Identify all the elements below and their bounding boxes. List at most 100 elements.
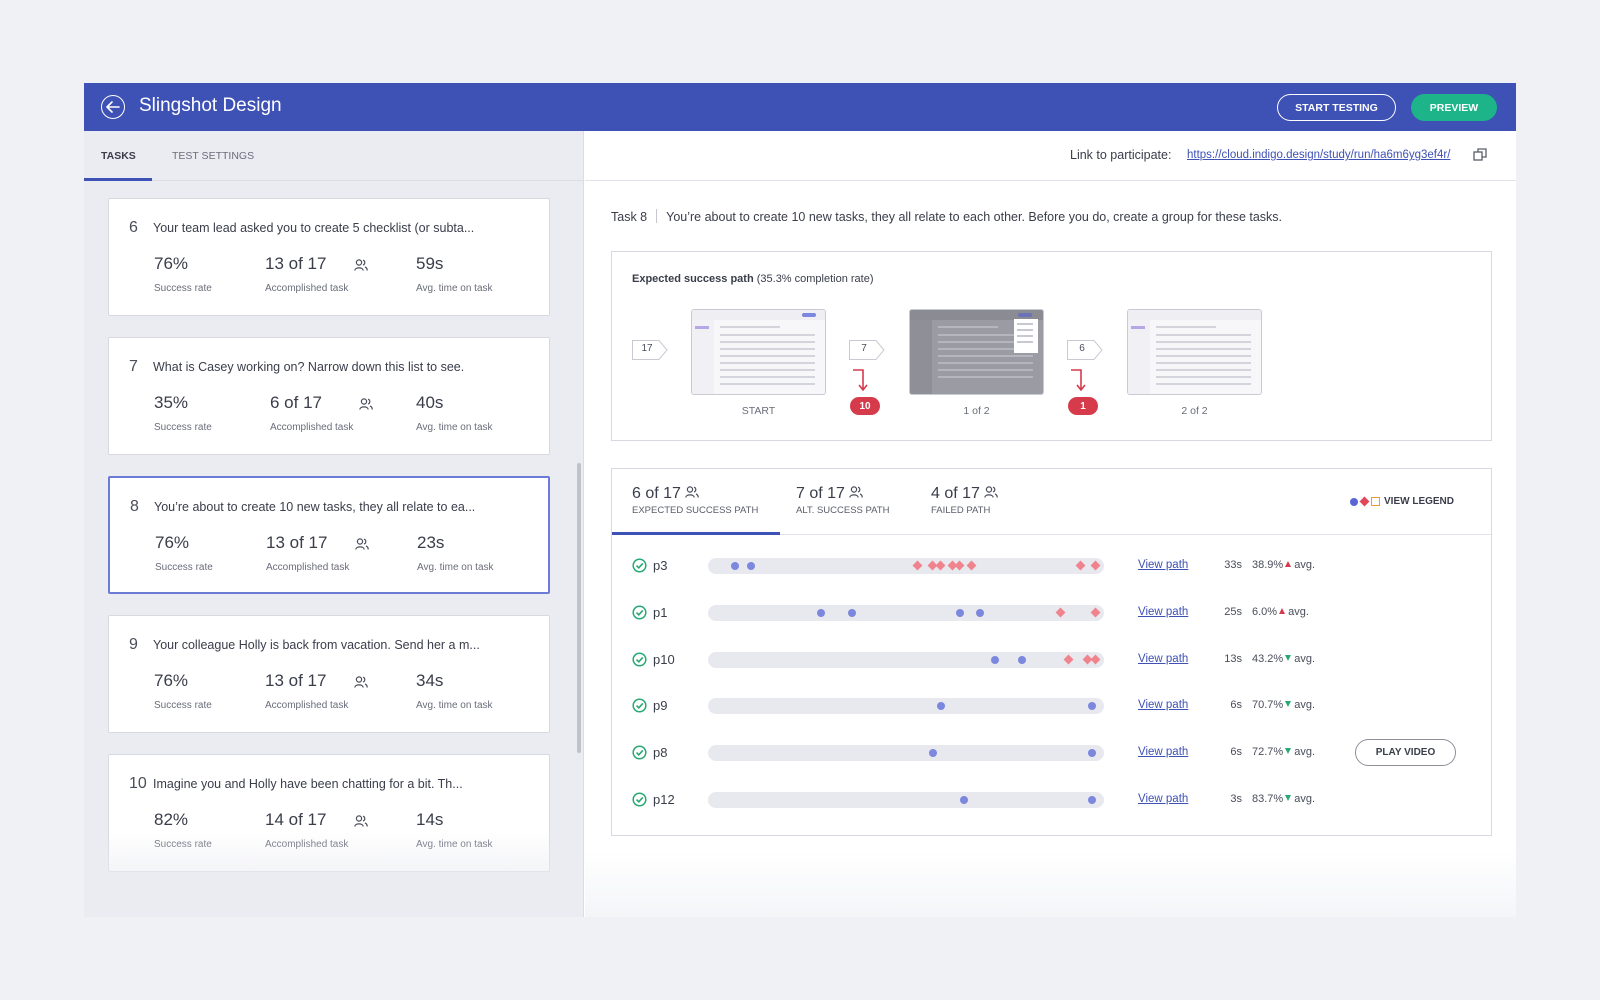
task-title: Your colleague Holly is back from vacati…	[153, 638, 480, 652]
people-icon	[354, 814, 368, 827]
screen-thumbnail[interactable]	[1127, 309, 1262, 395]
check-circle-icon	[632, 745, 647, 760]
screen-label: 2 of 2	[1181, 405, 1208, 417]
legend-dot-icon	[1350, 497, 1358, 506]
view-path-link[interactable]: View path	[1138, 793, 1189, 805]
people-icon	[354, 675, 368, 688]
legend-square-icon	[1371, 497, 1380, 506]
success-rate-label: Success rate	[154, 422, 212, 433]
preview-button[interactable]: PREVIEW	[1411, 94, 1497, 121]
play-video-button[interactable]: PLAY VIDEO	[1355, 739, 1456, 766]
people-icon	[355, 537, 369, 550]
view-path-link[interactable]: View path	[1138, 746, 1189, 758]
drop-off-arrow-icon	[852, 369, 872, 393]
screen-thumbnail[interactable]	[909, 309, 1044, 395]
task-card[interactable]: 6 Your team lead asked you to create 5 ch…	[108, 198, 550, 316]
pane-fade	[585, 851, 1516, 917]
view-legend-button[interactable]: VIEW LEGEND	[1350, 496, 1454, 507]
misclick-marker	[1090, 654, 1101, 665]
task-number: 7	[129, 358, 138, 375]
misclick-marker	[912, 560, 923, 571]
count-tag: 7	[849, 340, 885, 360]
avg-time-value: 40s	[416, 393, 444, 412]
view-path-link[interactable]: View path	[1138, 559, 1189, 571]
check-circle-icon	[632, 558, 647, 573]
view-path-link[interactable]: View path	[1138, 606, 1189, 618]
path-timeline[interactable]	[708, 745, 1104, 761]
trend-down-icon	[1285, 748, 1292, 754]
success-rate-label: Success rate	[155, 562, 213, 573]
tab-failed-path[interactable]: 4 of 17 FAILED PATH	[931, 469, 1021, 535]
misclick-marker	[966, 560, 977, 571]
participant-time: 25s	[1224, 606, 1242, 618]
participant-percent: 83.7% avg.	[1252, 793, 1315, 805]
task-card[interactable]: 7 What is Casey working on? Narrow down t…	[108, 337, 550, 455]
expected-path-title: Expected success path (35.3% completion …	[632, 273, 874, 285]
participate-link[interactable]: https://cloud.indigo.design/study/run/ha…	[1187, 149, 1451, 161]
screen-label: 1 of 2	[963, 405, 990, 417]
path-timeline[interactable]	[708, 792, 1104, 808]
tab-alt-success-path[interactable]: 7 of 17 ALT. SUCCESS PATH	[796, 485, 890, 516]
avg-time-label: Avg. time on task	[416, 700, 493, 711]
participant-percent: 70.7% avg.	[1252, 699, 1315, 711]
participant-name: p3	[653, 558, 668, 573]
tabs-divider	[612, 534, 1491, 535]
participant-time: 6s	[1230, 746, 1242, 758]
misclick-marker	[1090, 607, 1101, 618]
participant-row: p3 View path 33s 38.9% avg.	[612, 551, 1491, 581]
completion-rate: (35.3% completion rate)	[756, 273, 874, 285]
participant-name: p9	[653, 698, 668, 713]
participant-row: p12 View path 3s 83.7% avg.	[612, 785, 1491, 815]
success-rate-label: Success rate	[154, 700, 212, 711]
tab-tasks[interactable]: TASKS	[101, 150, 136, 162]
participant-name: p12	[653, 792, 675, 807]
participant-percent: 72.7% avg.	[1252, 746, 1315, 758]
avg-time-label: Avg. time on task	[416, 283, 493, 294]
task-list-pane: TASKS TEST SETTINGS 6 Your team lead aske…	[84, 131, 584, 917]
screen-label: START	[741, 405, 776, 417]
people-icon	[984, 486, 999, 498]
link-label: Link to participate:	[1070, 148, 1172, 162]
view-path-link[interactable]: View path	[1138, 699, 1189, 711]
participant-percent: 38.9% avg.	[1252, 559, 1315, 571]
task-card[interactable]: 8 You’re about to create 10 new tasks, th…	[108, 476, 550, 594]
trend-down-icon	[1285, 795, 1292, 801]
screen-thumbnail[interactable]	[691, 309, 826, 395]
app-window: Slingshot Design START TESTING PREVIEW T…	[84, 83, 1516, 917]
path-step-dot	[976, 609, 984, 617]
avg-time-value: 14s	[416, 810, 444, 829]
copy-icon[interactable]	[1473, 148, 1487, 162]
misclick-marker	[1090, 560, 1101, 571]
view-path-link[interactable]: View path	[1138, 653, 1189, 665]
left-tabs: TASKS TEST SETTINGS	[84, 131, 584, 181]
path-step-dot	[956, 609, 964, 617]
path-step-dot	[937, 702, 945, 710]
count-tag: 17	[632, 340, 668, 360]
scrollbar[interactable]	[577, 463, 581, 753]
path-step-dot	[817, 609, 825, 617]
participant-row: p10 View path 13s 43.2% avg.	[612, 645, 1491, 675]
tab-expected-success-path[interactable]: 6 of 17 EXPECTED SUCCESS PATH	[632, 485, 759, 516]
path-timeline[interactable]	[708, 558, 1104, 574]
trend-down-icon	[1285, 655, 1292, 661]
path-step-dot	[1088, 796, 1096, 804]
start-testing-button[interactable]: START TESTING	[1277, 94, 1396, 121]
count-tag: 6	[1067, 340, 1103, 360]
task-card[interactable]: 9 Your colleague Holly is back from vacat…	[108, 615, 550, 733]
participant-row: p8 View path 6s 72.7% avg. PLAY VIDEO	[612, 738, 1491, 768]
back-arrow-icon[interactable]	[101, 95, 125, 119]
path-step-dot	[1018, 656, 1026, 664]
people-icon	[849, 486, 864, 498]
task-title: Your team lead asked you to create 5 che…	[153, 221, 475, 235]
misclick-marker	[1075, 560, 1086, 571]
participant-percent: 43.2% avg.	[1252, 653, 1315, 665]
path-timeline[interactable]	[708, 605, 1104, 621]
avg-time-value: 23s	[417, 533, 445, 552]
tab-test-settings[interactable]: TEST SETTINGS	[172, 150, 255, 162]
path-timeline[interactable]	[708, 652, 1104, 668]
success-rate-value: 76%	[154, 254, 189, 273]
trend-up-icon	[1279, 608, 1286, 614]
check-circle-icon	[632, 652, 647, 667]
path-step-dot	[747, 562, 755, 570]
path-timeline[interactable]	[708, 698, 1104, 714]
